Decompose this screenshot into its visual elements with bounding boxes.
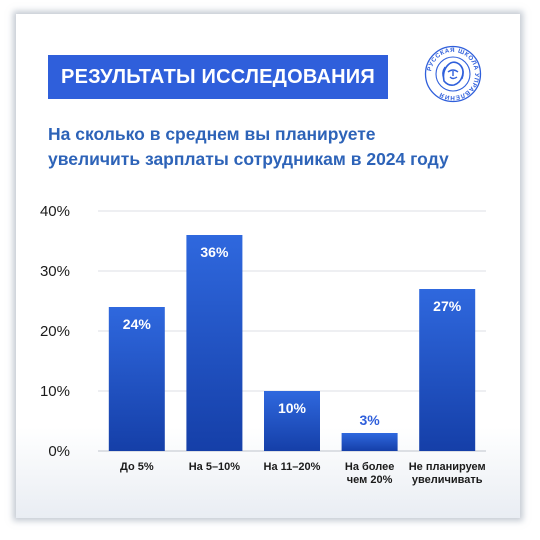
results-badge: РЕЗУЛЬТАТЫ ИССЛЕДОВАНИЯ: [48, 55, 388, 99]
data-label: 27%: [433, 298, 462, 314]
bar: [419, 289, 476, 451]
x-tick-label-line: увеличивать: [412, 474, 483, 486]
y-tick-label: 40%: [40, 203, 70, 220]
x-tick-label: На более чем 20%: [345, 461, 394, 486]
x-tick-label: На 11–20%: [264, 461, 321, 473]
question-line-1: На сколько в среднем вы планируете: [48, 124, 376, 144]
bar: [186, 235, 243, 451]
x-tick-label-line: чем 20%: [347, 474, 393, 486]
data-label: 36%: [200, 244, 229, 260]
x-tick-label: До 5%: [120, 461, 154, 473]
x-tick-label-line: На более: [345, 461, 394, 473]
bar: [341, 433, 398, 451]
data-label: 24%: [123, 316, 152, 332]
bar: [108, 307, 165, 451]
x-tick-label-line: На 5–10%: [189, 461, 241, 473]
school-logo: РУССКАЯ ШКОЛА УПРАВЛЕНИЯ: [424, 45, 482, 103]
x-tick-label: Не планируем увеличивать: [409, 461, 486, 486]
lion-seal-icon: РУССКАЯ ШКОЛА УПРАВЛЕНИЯ: [424, 45, 482, 103]
y-tick-label: 30%: [40, 263, 70, 280]
survey-question: На сколько в среднем вы планируете увели…: [48, 122, 488, 172]
x-tick-label: На 5–10%: [189, 461, 241, 473]
question-line-2: увеличить зарплаты сотрудникам в 2024 го…: [48, 149, 449, 169]
data-label: 3%: [359, 412, 380, 428]
data-label: 10%: [278, 400, 307, 416]
x-tick-label-line: До 5%: [120, 461, 154, 473]
y-tick-label: 20%: [40, 323, 70, 340]
y-tick-label: 0%: [48, 443, 70, 460]
x-tick-label-line: На 11–20%: [264, 461, 321, 473]
x-tick-label-line: Не планируем: [409, 461, 486, 473]
badge-title: РЕЗУЛЬТАТЫ ИССЛЕДОВАНИЯ: [61, 65, 375, 88]
y-tick-label: 10%: [40, 383, 70, 400]
bar: [264, 391, 320, 451]
